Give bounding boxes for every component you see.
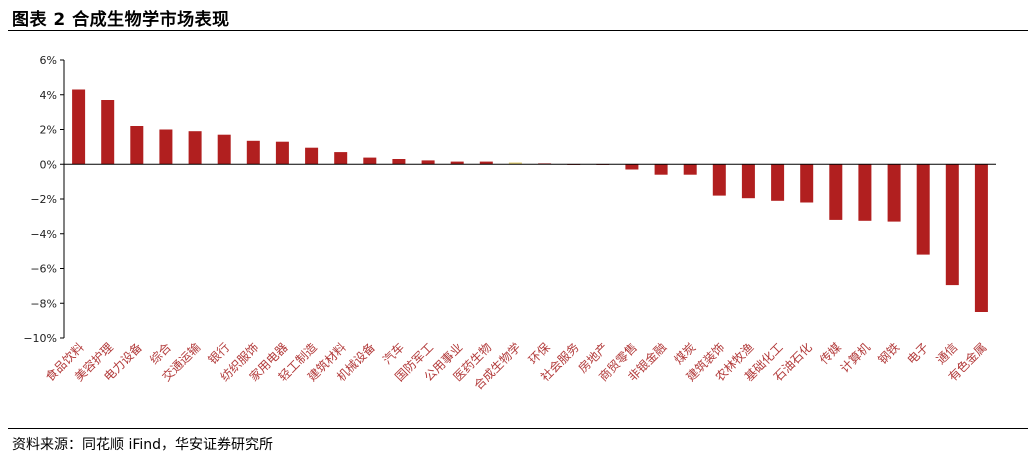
- bar: [712, 164, 726, 196]
- figure-title: 图表 2 合成生物学市场表现: [12, 10, 230, 30]
- bar: [246, 140, 260, 165]
- y-tick-label: −4%: [30, 228, 57, 241]
- x-tick-label: 电子: [904, 340, 931, 367]
- bar: [858, 164, 872, 221]
- source-note: 资料来源：同花顺 iFind，华安证券研究所: [12, 437, 274, 453]
- bar: [392, 159, 406, 165]
- bottom-divider: [8, 428, 1028, 429]
- bar: [188, 131, 202, 165]
- y-tick-label: −8%: [30, 297, 57, 310]
- bar: [654, 164, 668, 175]
- bar: [334, 152, 348, 165]
- y-tick-label: 2%: [40, 124, 57, 137]
- bar: [275, 141, 289, 165]
- bar: [683, 164, 697, 175]
- bar: [305, 147, 319, 165]
- x-tick-label: 计算机: [837, 340, 873, 376]
- bar: [101, 100, 115, 165]
- bar: [130, 126, 144, 165]
- bar: [450, 161, 464, 165]
- y-tick-label: −2%: [30, 193, 57, 206]
- y-tick-label: −6%: [30, 263, 57, 276]
- bar: [916, 164, 930, 255]
- top-divider: [8, 30, 1028, 31]
- bar: [72, 89, 86, 165]
- bar: [887, 164, 901, 222]
- bar: [741, 164, 755, 199]
- x-tick-label: 钢铁: [875, 340, 902, 367]
- bar: [771, 164, 785, 201]
- bar: [508, 162, 522, 165]
- bar: [159, 129, 173, 165]
- bar: [625, 164, 639, 170]
- bar: [974, 164, 988, 312]
- bar: [421, 160, 435, 165]
- y-tick-label: 0%: [40, 158, 57, 171]
- y-tick-label: 4%: [40, 89, 57, 102]
- bar: [363, 157, 377, 165]
- bar: [945, 164, 959, 286]
- bar: [829, 164, 843, 220]
- y-tick-label: 6%: [40, 54, 57, 67]
- bar: [479, 161, 493, 165]
- y-tick-label: −10%: [23, 332, 57, 345]
- bar: [800, 164, 814, 203]
- bar: [217, 134, 231, 165]
